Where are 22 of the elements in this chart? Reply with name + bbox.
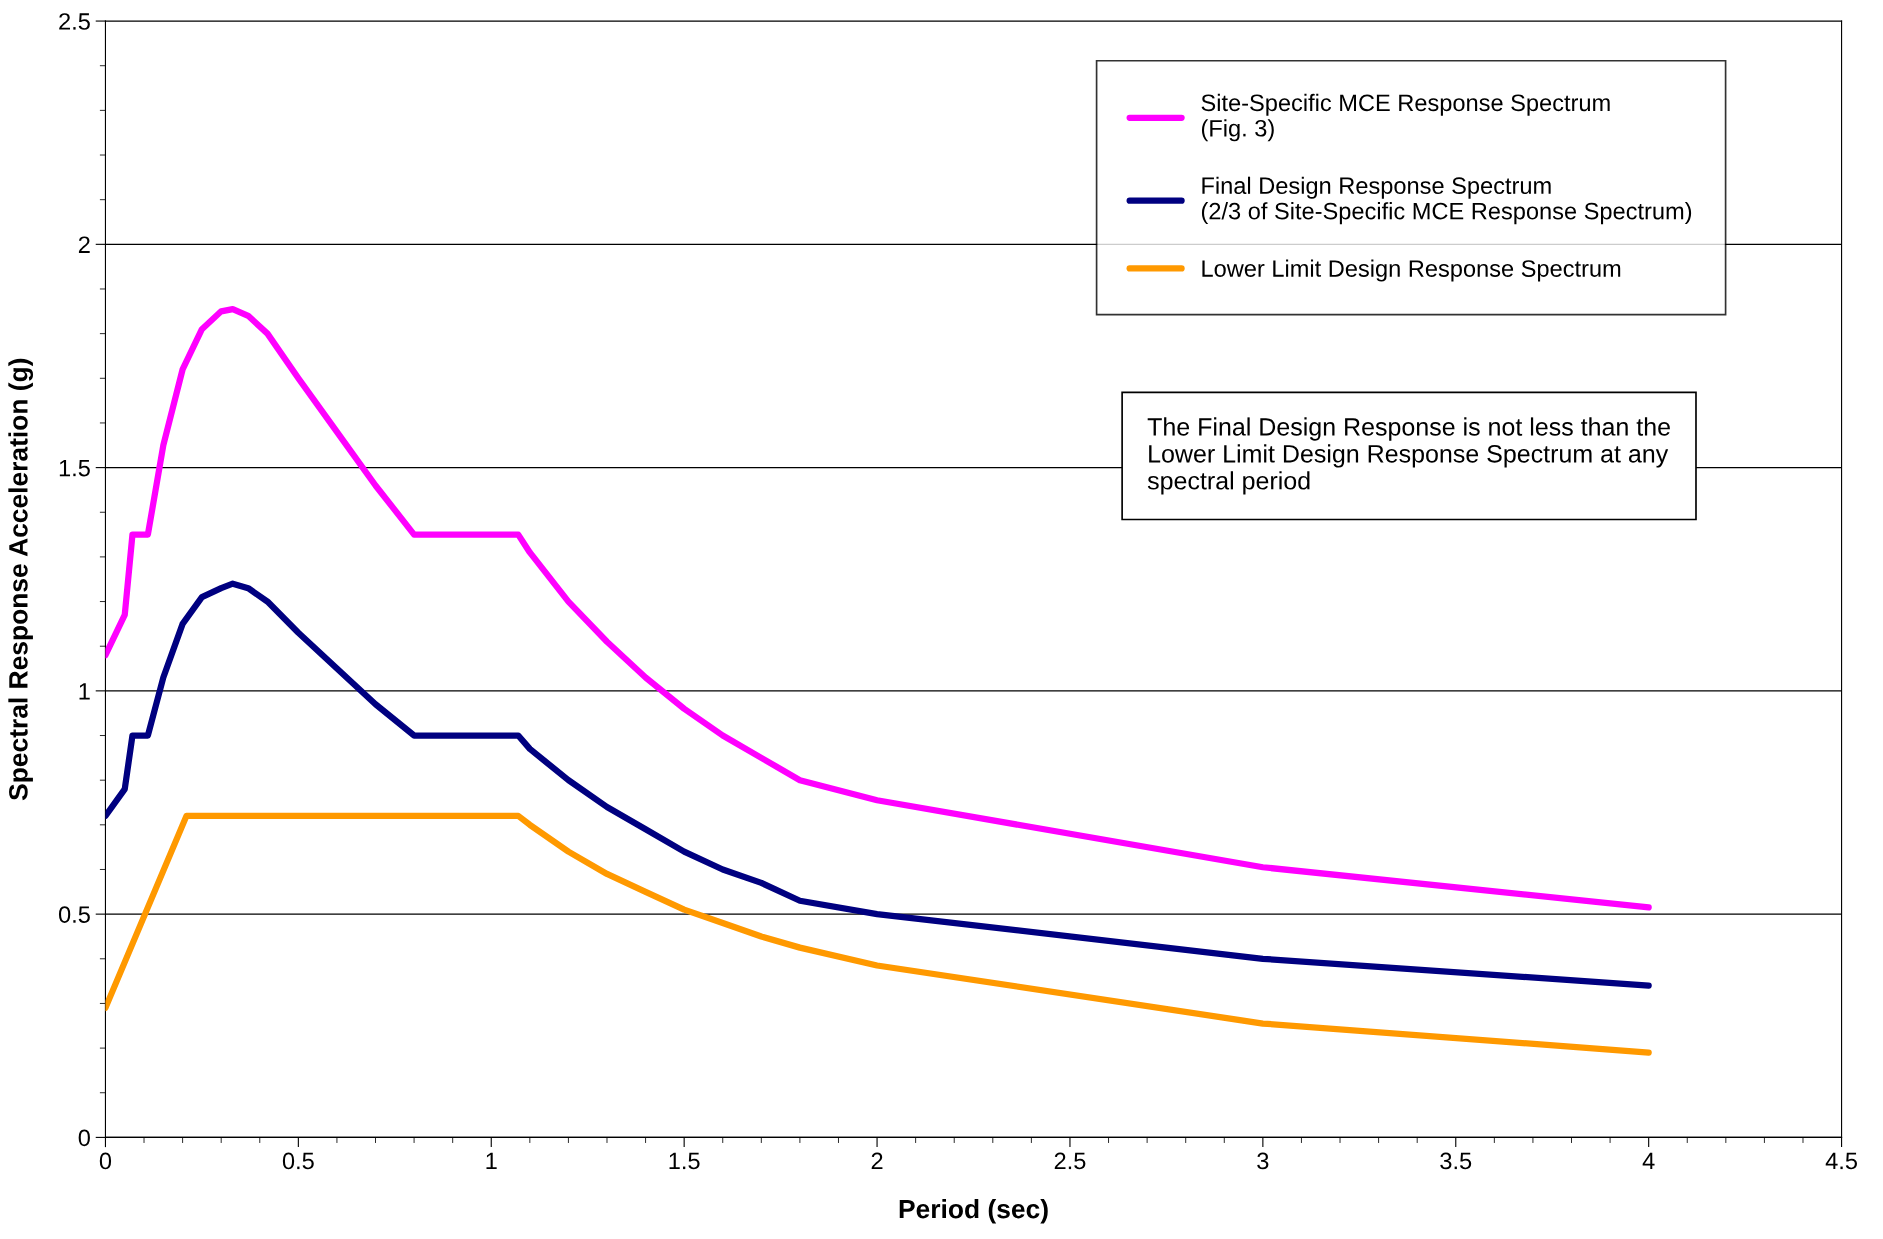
x-tick-label: 0	[99, 1152, 112, 1170]
y-tick-label: 0	[78, 1129, 90, 1147]
y-tick-label: 1	[79, 683, 90, 700]
legend-label: Lower Limit Design Response Spectrum	[1202, 259, 1621, 282]
x-tick-label: 2.5	[1054, 1152, 1086, 1170]
y-tick-label: 2	[78, 236, 90, 253]
x-tick-label: 2	[871, 1152, 883, 1170]
x-tick-label: 0.5	[282, 1152, 314, 1170]
y-tick-label: 2.5	[59, 13, 90, 30]
legend-label: Site-Specific MCE Response Spectrum (Fig. 3)	[1201, 93, 1610, 142]
legend-label: Final Design Response Spectrum (2/3 of Site-Specific MCE Response Spectrum)	[1201, 176, 1692, 225]
annotation: The Final Design Response is not less than the Lower Limit Design Response Spectrum at any spectral period	[1147, 417, 1670, 495]
x-tick-label: 4	[1642, 1152, 1655, 1170]
y-axis-title: Spectral Response Acceleration (g)	[8, 358, 34, 801]
y-tick-label: 1.5	[59, 459, 90, 477]
x-tick-label: 4.5	[1825, 1152, 1857, 1170]
x-tick-label: 1	[486, 1152, 497, 1170]
x-axis-title: Period (sec)	[899, 1199, 1048, 1224]
x-tick-label: 3	[1257, 1152, 1269, 1170]
x-tick-label: 1.5	[669, 1152, 700, 1170]
x-tick-label: 3.5	[1440, 1152, 1472, 1170]
y-tick-label: 0.5	[58, 906, 90, 923]
